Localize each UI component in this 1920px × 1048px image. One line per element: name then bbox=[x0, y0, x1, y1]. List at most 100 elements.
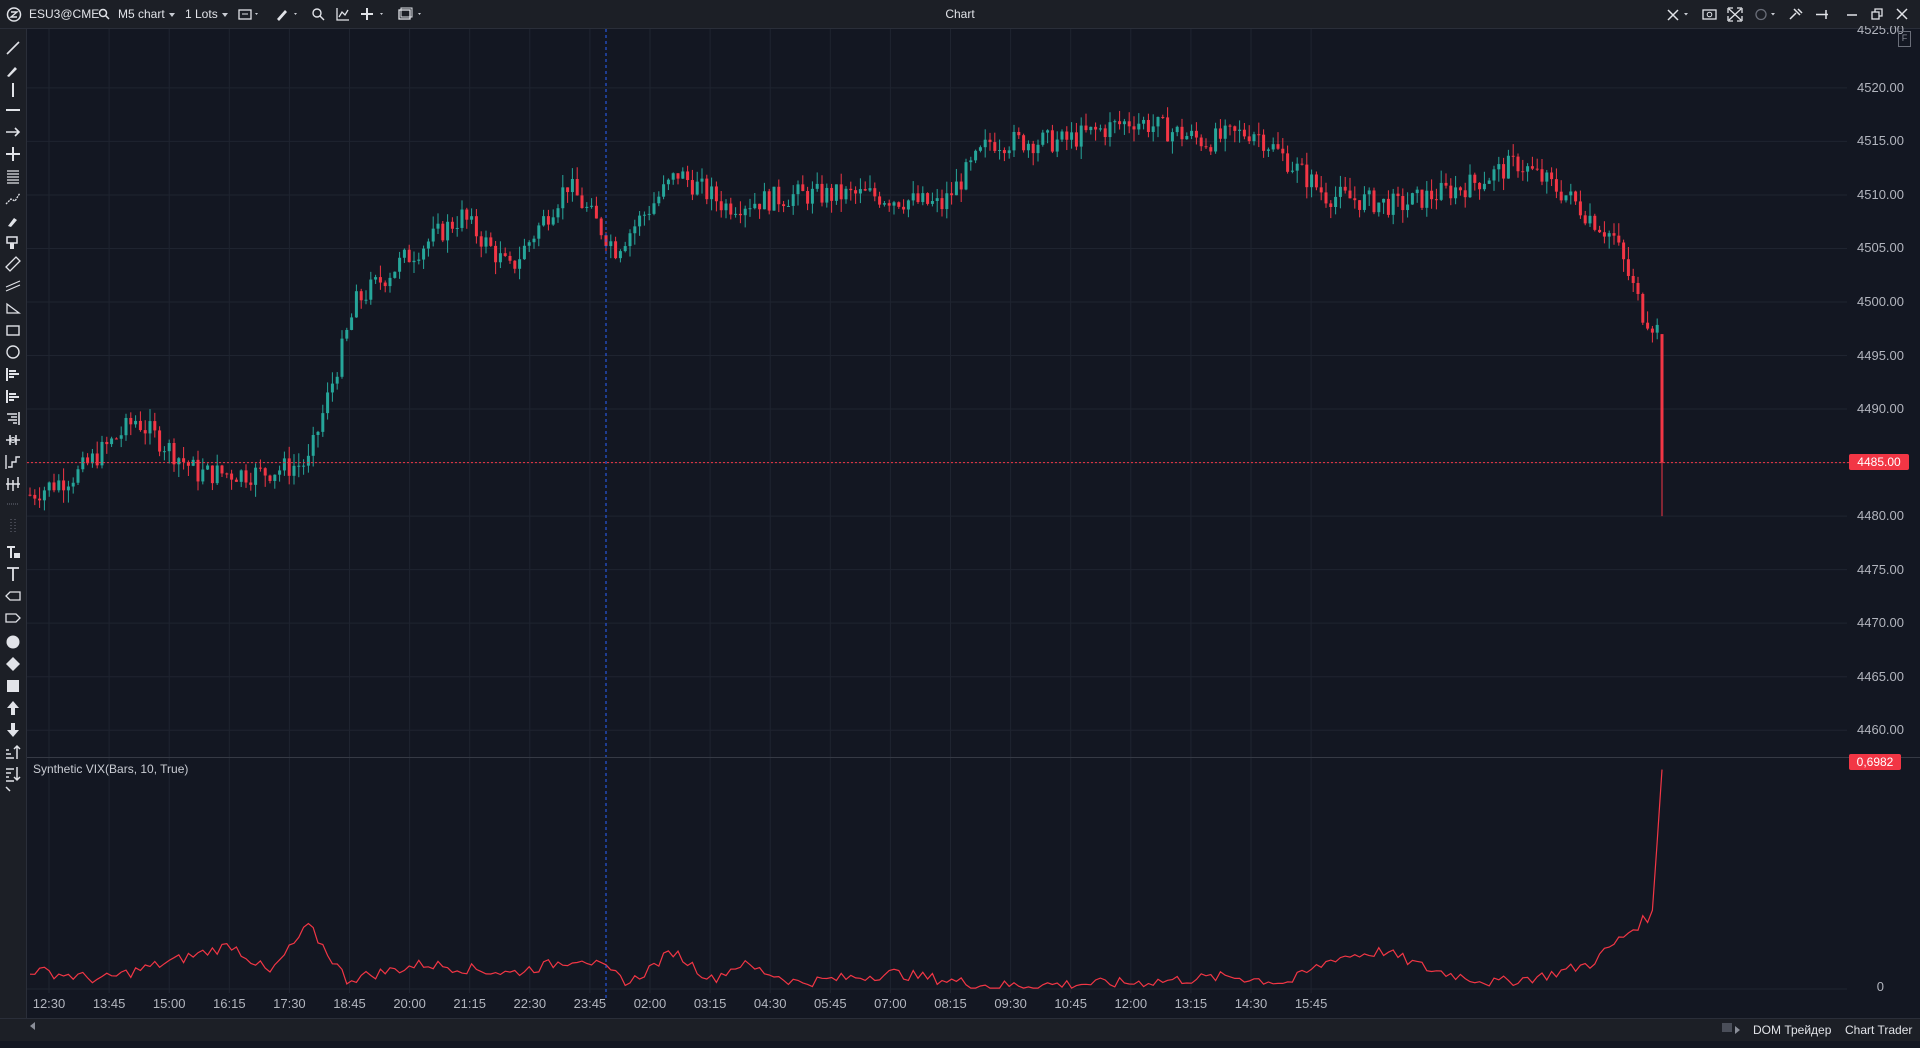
price-axis-label: 4515.00 bbox=[1857, 133, 1904, 148]
status-circle-icon[interactable] bbox=[1754, 0, 1780, 29]
time-axis-label: 04:30 bbox=[754, 996, 787, 1011]
add-icon[interactable] bbox=[360, 0, 388, 29]
callout-icon[interactable] bbox=[3, 587, 23, 605]
candle-up bbox=[461, 210, 464, 228]
scroll-right-icon[interactable] bbox=[1735, 1019, 1741, 1041]
candle-up bbox=[125, 418, 128, 435]
candle-up bbox=[845, 189, 848, 199]
zoom-icon[interactable] bbox=[311, 0, 325, 29]
diamond-marker-icon[interactable] bbox=[3, 655, 23, 673]
app-logo-icon[interactable] bbox=[6, 0, 22, 29]
candle-down bbox=[864, 189, 867, 190]
candle-up bbox=[638, 216, 641, 227]
arrow-down-marker-icon[interactable] bbox=[3, 721, 23, 739]
pencil-tool-icon[interactable] bbox=[3, 61, 23, 79]
timeframe-dropdown[interactable]: M5 chart bbox=[118, 0, 175, 29]
candle-down bbox=[465, 210, 468, 220]
axis-mode-button[interactable]: F bbox=[1898, 31, 1911, 47]
templates-icon[interactable] bbox=[398, 0, 426, 29]
panel-separator[interactable] bbox=[27, 757, 1920, 758]
candle-down bbox=[1646, 323, 1649, 329]
text-anchor-icon[interactable] bbox=[3, 543, 23, 561]
candle-up bbox=[1425, 191, 1428, 208]
fullscreen-icon[interactable] bbox=[1726, 0, 1744, 29]
arrow-right-icon[interactable] bbox=[3, 123, 23, 141]
symbol-search-icon[interactable] bbox=[98, 0, 110, 29]
candle-down bbox=[1627, 259, 1630, 276]
fib-lines-icon[interactable] bbox=[3, 167, 23, 185]
more-tools-icon[interactable] bbox=[3, 785, 23, 803]
candle-down bbox=[1445, 183, 1448, 186]
candle-down bbox=[1353, 198, 1356, 200]
candle-up bbox=[1334, 197, 1337, 207]
pin-icon[interactable] bbox=[1814, 0, 1830, 29]
grip-icon[interactable] bbox=[3, 517, 23, 535]
vertical-line-icon[interactable] bbox=[3, 81, 23, 99]
tools-icon[interactable] bbox=[1788, 0, 1804, 29]
candle-down bbox=[360, 291, 363, 300]
dot-marker-icon[interactable] bbox=[3, 633, 23, 651]
triangle-icon[interactable] bbox=[3, 299, 23, 317]
horizontal-line-icon[interactable] bbox=[3, 101, 23, 119]
candle-down bbox=[1209, 147, 1212, 151]
candle-up bbox=[825, 188, 828, 203]
chart-grid bbox=[27, 29, 1847, 993]
link-icon[interactable] bbox=[1666, 0, 1694, 29]
candle-up bbox=[307, 456, 310, 466]
candle-up bbox=[797, 184, 800, 194]
volume-profile-icon[interactable] bbox=[3, 409, 23, 427]
ruler-icon[interactable] bbox=[3, 255, 23, 273]
candle-up bbox=[134, 421, 137, 424]
candle-down bbox=[1075, 132, 1078, 146]
candle-down bbox=[504, 253, 507, 256]
price-chart[interactable] bbox=[27, 29, 1920, 1018]
price-range-icon[interactable] bbox=[3, 431, 23, 449]
text-tool-icon[interactable] bbox=[3, 565, 23, 583]
bars-pattern-icon[interactable] bbox=[3, 475, 23, 493]
magnet-icon[interactable] bbox=[3, 233, 23, 251]
candle-down bbox=[1632, 276, 1635, 283]
crosshair-tool-icon[interactable] bbox=[3, 145, 23, 163]
indicators-icon[interactable] bbox=[335, 0, 351, 29]
chart-style-icon[interactable] bbox=[238, 0, 262, 29]
close-icon[interactable] bbox=[1895, 0, 1909, 29]
brush-icon[interactable] bbox=[3, 211, 23, 229]
time-axis-label: 22:30 bbox=[514, 996, 547, 1011]
candle-up bbox=[662, 184, 665, 196]
dom-trader-button[interactable]: DOM Трейдер bbox=[1753, 1019, 1831, 1041]
chart-trader-button[interactable]: Chart Trader bbox=[1845, 1019, 1912, 1041]
rectangle-icon[interactable] bbox=[3, 321, 23, 339]
minimize-icon[interactable] bbox=[1845, 0, 1859, 29]
candle-up bbox=[557, 208, 560, 217]
ellipse-icon[interactable] bbox=[3, 343, 23, 361]
restore-icon[interactable] bbox=[1870, 0, 1884, 29]
square-marker-icon[interactable] bbox=[3, 677, 23, 695]
sort-up-icon[interactable] bbox=[3, 743, 23, 761]
parallel-channel-icon[interactable] bbox=[3, 277, 23, 295]
candle-down bbox=[691, 180, 694, 195]
arrow-up-marker-icon[interactable] bbox=[3, 699, 23, 717]
sort-down-icon[interactable] bbox=[3, 765, 23, 783]
label-tag-icon[interactable] bbox=[3, 609, 23, 627]
lots-dropdown[interactable]: 1 Lots bbox=[185, 0, 228, 29]
candle-down bbox=[1229, 126, 1232, 127]
camera-icon[interactable] bbox=[1702, 0, 1718, 29]
candle-down bbox=[1161, 117, 1164, 118]
candle-up bbox=[1253, 134, 1256, 141]
scroll-left-icon[interactable] bbox=[30, 1022, 35, 1030]
symbol-selector[interactable]: ESU3@CME bbox=[29, 0, 99, 29]
scrollbar-thumb[interactable] bbox=[1722, 1023, 1732, 1032]
candle-down bbox=[878, 196, 881, 204]
candle-up bbox=[163, 451, 166, 452]
short-position-icon[interactable] bbox=[3, 387, 23, 405]
line-tool-icon[interactable] bbox=[3, 39, 23, 57]
trend-path-icon[interactable] bbox=[3, 189, 23, 207]
candle-up bbox=[110, 438, 113, 444]
candle-up bbox=[43, 490, 46, 500]
candle-down bbox=[1464, 190, 1467, 197]
candle-down bbox=[830, 188, 833, 201]
long-position-icon[interactable] bbox=[3, 365, 23, 383]
step-line-icon[interactable] bbox=[3, 453, 23, 471]
candle-up bbox=[317, 432, 320, 435]
drawing-pencil-icon[interactable] bbox=[275, 0, 301, 29]
